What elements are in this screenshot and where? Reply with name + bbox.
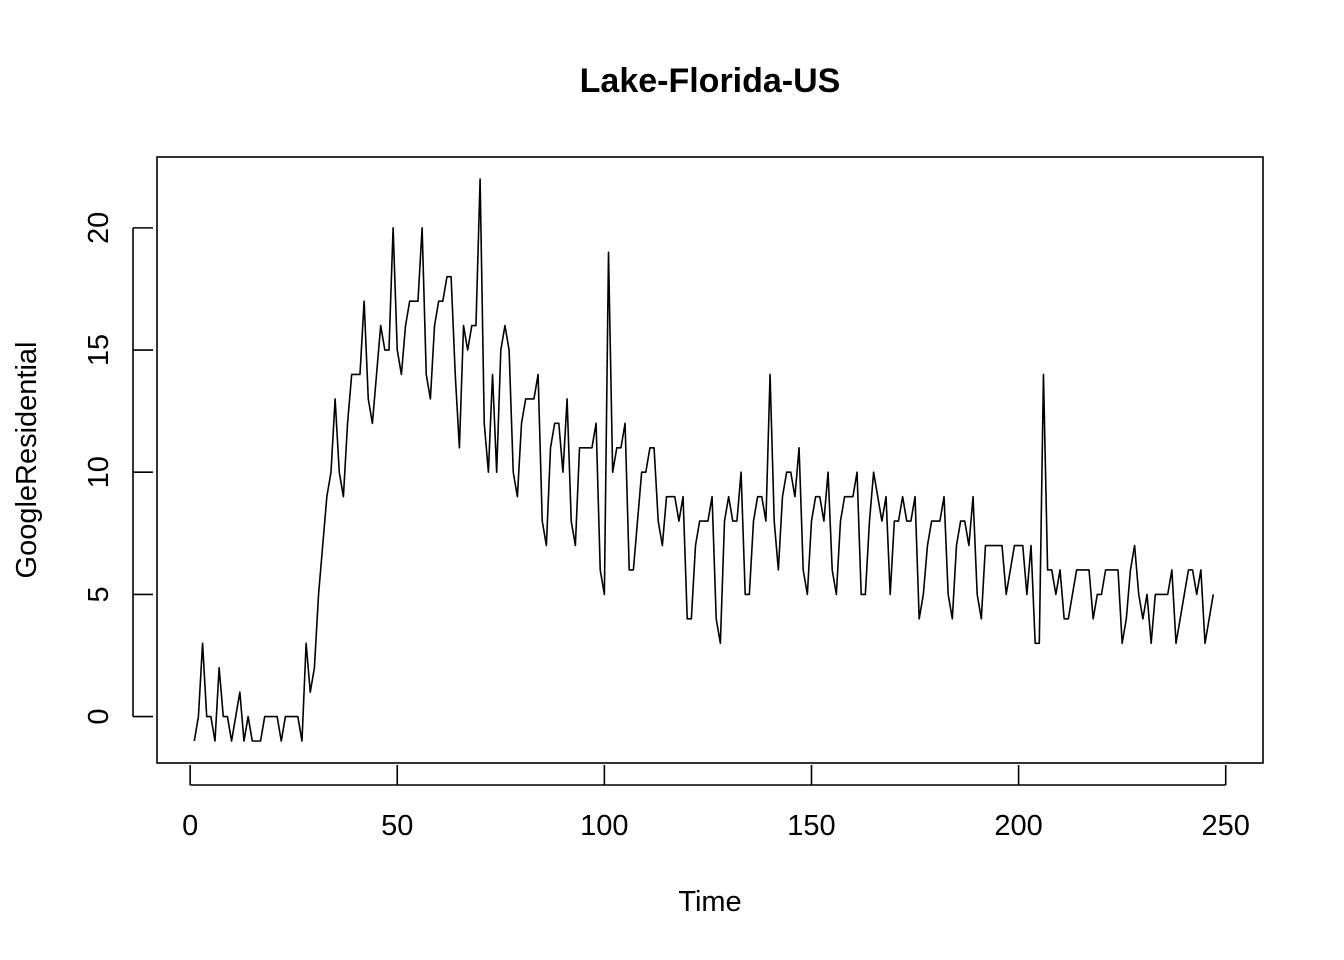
x-tick-label: 150 <box>787 810 835 842</box>
chart-title: Lake-Florida-US <box>580 62 841 100</box>
y-tick-label: 15 <box>83 334 115 366</box>
x-axis-label: Time <box>678 886 741 918</box>
x-axis: 0 50 100 150 200 250 <box>182 765 1250 842</box>
x-tick-label: 0 <box>182 810 198 842</box>
plot-area <box>156 156 1264 764</box>
x-tick-label: 100 <box>580 810 628 842</box>
y-tick-label: 0 <box>83 709 115 725</box>
y-tick-label: 10 <box>83 456 115 488</box>
x-tick-label: 250 <box>1202 810 1250 842</box>
y-axis-label: GoogleResidential <box>11 342 43 579</box>
y-axis: 0 5 10 15 20 <box>83 212 153 725</box>
series-line <box>193 178 1215 742</box>
x-tick-label: 200 <box>994 810 1042 842</box>
y-tick-label: 20 <box>83 212 115 244</box>
x-tick-label: 50 <box>381 810 413 842</box>
y-tick-label: 5 <box>83 586 115 602</box>
